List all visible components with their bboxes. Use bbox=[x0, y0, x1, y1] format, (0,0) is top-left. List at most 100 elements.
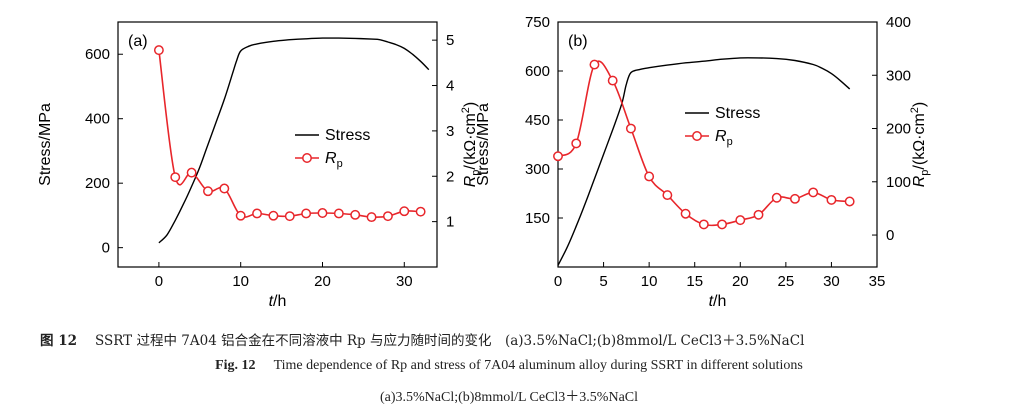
rp-marker bbox=[366, 212, 377, 223]
rp-marker bbox=[350, 209, 361, 220]
y2-tick-label: 400 bbox=[886, 14, 911, 31]
y-tick-label: 300 bbox=[525, 161, 550, 178]
chart-panel-a: 0 10 20 30 0 200 400 600 1 2 3 4 5 (a) t/h Stress/MPa Rp… bbox=[37, 21, 482, 310]
legend-rp-sub: p bbox=[337, 158, 343, 170]
stress-line bbox=[557, 57, 851, 266]
y-tick-label: 450 bbox=[525, 112, 550, 129]
rp-marker bbox=[415, 206, 426, 217]
legend: Stress Rp bbox=[685, 105, 760, 148]
rp-marker bbox=[219, 183, 230, 194]
y-tick-label: 0 bbox=[102, 240, 110, 257]
x-tick-label: 10 bbox=[641, 273, 658, 290]
rp-marker bbox=[553, 151, 563, 162]
plot-frame bbox=[117, 21, 438, 268]
rp-line bbox=[557, 60, 850, 227]
x-axis-label-var: t bbox=[709, 293, 714, 310]
y2-tick-label: 2 bbox=[446, 168, 454, 185]
y2-tick-label: 0 bbox=[886, 227, 894, 244]
x-axis-label: t/h bbox=[269, 293, 287, 310]
y2-tick-label: 1 bbox=[446, 214, 454, 231]
caption-english-lead: Fig. 12 bbox=[215, 358, 256, 373]
rp-marker bbox=[170, 172, 181, 183]
legend-rp-label: Rp bbox=[715, 128, 733, 148]
x-axis-label: t/h bbox=[709, 293, 727, 310]
y-tick-label: 150 bbox=[525, 210, 550, 227]
legend-stress-label: Stress bbox=[325, 127, 370, 144]
legend-rp-swatch-marker bbox=[302, 153, 312, 163]
panel-label: (b) bbox=[568, 33, 588, 50]
rp-marker bbox=[790, 193, 800, 204]
x-tick-label: 15 bbox=[686, 273, 703, 290]
legend: Stress Rp bbox=[295, 127, 370, 170]
rp-marker bbox=[826, 194, 837, 205]
rp-marker bbox=[203, 186, 213, 197]
y2-label-close: ) bbox=[911, 102, 928, 107]
rp-marker bbox=[771, 192, 782, 203]
y-tick-label: 600 bbox=[525, 63, 550, 80]
rp-marker bbox=[735, 215, 746, 226]
y2-label-symbol: R bbox=[462, 175, 479, 187]
caption-chinese: 图 12 SSRT 过程中 7A04 铝合金在不同溶液中 Rp 与应力随时间的变化… bbox=[40, 329, 804, 349]
rp-marker bbox=[753, 209, 764, 220]
rp-marker bbox=[607, 75, 618, 86]
x-axis-label-var: t bbox=[269, 293, 274, 310]
y-tick-label: 400 bbox=[85, 111, 110, 128]
legend-rp-symbol: R bbox=[325, 150, 337, 167]
rp-marker bbox=[153, 45, 164, 56]
x-tick-label: 30 bbox=[823, 273, 840, 290]
y2-tick-label: 4 bbox=[446, 78, 454, 95]
plot-frame bbox=[557, 21, 878, 268]
rp-marker bbox=[644, 171, 655, 182]
legend-stress-label: Stress bbox=[715, 105, 760, 122]
y2-tick-label: 300 bbox=[886, 67, 911, 84]
caption-chinese-lead: 图 12 bbox=[40, 333, 77, 349]
y2-label-close: ) bbox=[462, 102, 479, 107]
rp-marker bbox=[333, 208, 344, 219]
y2-label-unit: /(kΩ·cm bbox=[462, 113, 479, 169]
x-tick-label: 20 bbox=[314, 273, 331, 290]
rp-marker bbox=[382, 211, 393, 222]
y2-axis-label: Rp/(kΩ·cm2) bbox=[909, 102, 931, 188]
rp-marker bbox=[252, 208, 263, 219]
rp-marker bbox=[301, 208, 312, 219]
y-tick-label: 600 bbox=[85, 46, 110, 63]
y2-label-sup: 2 bbox=[909, 107, 921, 113]
y-axis-label: Stress/MPa bbox=[475, 103, 492, 186]
legend-rp-label: Rp bbox=[325, 150, 343, 170]
rp-marker bbox=[186, 167, 197, 178]
legend-rp-sub: p bbox=[727, 136, 733, 148]
rp-line bbox=[158, 49, 421, 218]
rp-marker bbox=[571, 138, 582, 149]
x-tick-label: 5 bbox=[599, 273, 607, 290]
chart-panel-b: 0 5 10 15 20 25 30 35 150 300 450 600 750 0 100 200 300 4… bbox=[475, 14, 931, 310]
caption-english-text: Time dependence of Rp and stress of 7A04… bbox=[273, 358, 803, 373]
y-tick-label: 750 bbox=[525, 14, 550, 31]
y2-axis-label: Rp/(kΩ·cm2) bbox=[460, 102, 482, 188]
x-tick-label: 0 bbox=[554, 273, 562, 290]
caption-chinese-text: SSRT 过程中 7A04 铝合金在不同溶液中 Rp 与应力随时间的变化 (a)… bbox=[95, 333, 805, 349]
rp-marker bbox=[268, 210, 279, 221]
rp-marker bbox=[844, 196, 855, 207]
y2-tick-label: 100 bbox=[886, 174, 911, 191]
y2-tick-label: 3 bbox=[446, 123, 454, 140]
rp-marker bbox=[698, 219, 709, 230]
legend-rp-swatch-marker bbox=[692, 131, 702, 141]
x-axis-label-unit: /h bbox=[713, 293, 726, 310]
y2-label-sub: p bbox=[470, 170, 482, 176]
y2-label-sup: 2 bbox=[460, 107, 472, 113]
x-tick-label: 30 bbox=[396, 273, 413, 290]
x-tick-label: 20 bbox=[732, 273, 749, 290]
x-tick-label: 0 bbox=[155, 273, 163, 290]
y-tick-label: 200 bbox=[85, 175, 110, 192]
rp-marker bbox=[680, 208, 691, 219]
rp-marker bbox=[235, 210, 246, 221]
rp-marker bbox=[717, 219, 728, 230]
y2-tick-label: 5 bbox=[446, 32, 454, 49]
legend-rp-symbol: R bbox=[715, 128, 727, 145]
rp-marker bbox=[808, 187, 819, 198]
x-axis-label-unit: /h bbox=[273, 293, 286, 310]
y-axis-label: Stress/MPa bbox=[37, 103, 54, 186]
y2-tick-label: 200 bbox=[886, 121, 911, 138]
x-tick-label: 35 bbox=[869, 273, 886, 290]
